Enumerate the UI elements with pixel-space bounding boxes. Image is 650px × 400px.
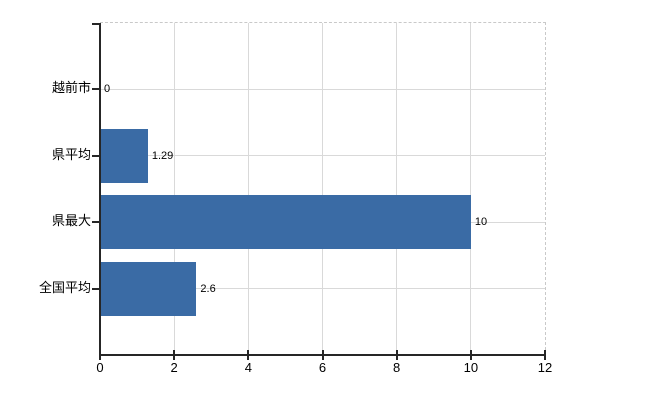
vertical-gridline xyxy=(247,23,249,355)
x-tick-mark xyxy=(544,350,546,360)
x-tick-label: 6 xyxy=(318,360,327,375)
bar-value-label: 0 xyxy=(104,83,111,96)
y-tick-mark xyxy=(92,154,100,157)
x-tick-mark xyxy=(321,350,324,360)
y-axis-line xyxy=(99,23,101,360)
x-tick-mark xyxy=(99,350,101,360)
vertical-gridline xyxy=(470,23,472,355)
horizontal-gridline xyxy=(100,88,545,90)
x-tick-mark xyxy=(395,350,398,360)
y-tick-mark xyxy=(92,287,100,290)
category-label: 全国平均 xyxy=(38,279,91,295)
x-tick-label: 8 xyxy=(393,360,401,375)
x-tick-label: 4 xyxy=(244,360,252,375)
vertical-gridline xyxy=(173,23,175,355)
bar xyxy=(100,261,197,316)
horizontal-gridline xyxy=(100,155,545,157)
category-label: 県最大 xyxy=(51,213,91,229)
y-tick-mark xyxy=(92,23,100,25)
category-label: 県平均 xyxy=(51,146,91,162)
x-tick-label: 10 xyxy=(463,360,479,375)
plot-area: 0 1.29 10 2.6 xyxy=(92,22,546,360)
horizontal-gridline xyxy=(100,288,545,290)
bar xyxy=(100,128,148,183)
x-tick-label: 2 xyxy=(170,360,178,375)
vertical-gridline xyxy=(322,23,323,355)
x-tick-mark xyxy=(247,350,250,360)
y-tick-mark xyxy=(92,88,100,91)
y-tick-mark xyxy=(92,221,100,224)
bar xyxy=(100,195,471,250)
category-label: 越前市 xyxy=(51,80,91,96)
vertical-gridline xyxy=(396,23,398,355)
bar-value-label: 1.29 xyxy=(151,149,174,162)
x-tick-label: 12 xyxy=(537,360,553,375)
bar-value-label: 2.6 xyxy=(200,282,216,295)
x-tick-mark xyxy=(469,350,472,360)
x-tick-label: 0 xyxy=(96,360,104,375)
x-tick-mark xyxy=(173,350,176,360)
bar-value-label: 10 xyxy=(474,216,488,229)
